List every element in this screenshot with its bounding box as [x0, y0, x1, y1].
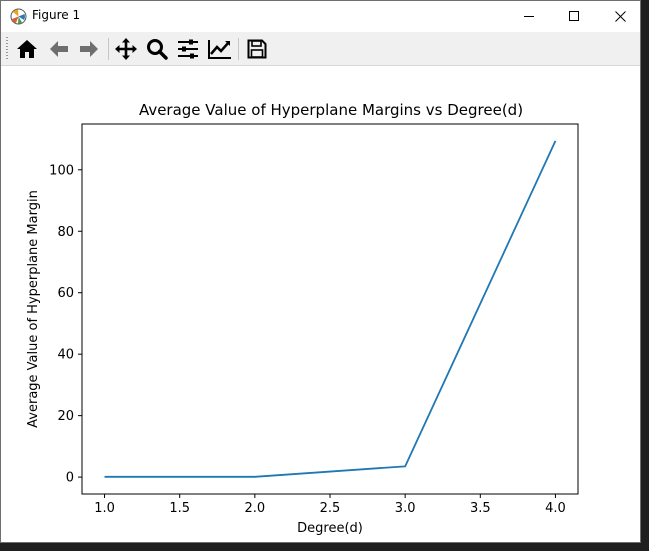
x-axis-label: Degree(d): [297, 521, 363, 536]
matplotlib-logo-icon: [10, 8, 27, 25]
navigation-toolbar: [1, 32, 640, 66]
x-tick-label: 1.5: [169, 501, 190, 516]
figure-canvas[interactable]: Average Value of Hyperplane Margins vs D…: [1, 66, 640, 542]
window-title: Figure 1: [32, 8, 81, 22]
close-icon: [614, 11, 626, 22]
figure-window: Figure 1: [0, 0, 641, 543]
y-tick-label: 100: [49, 163, 74, 178]
pan-icon: [115, 38, 137, 60]
x-tick-label: 3.5: [470, 501, 491, 516]
plot-area[interactable]: [81, 123, 579, 495]
toolbar-grip[interactable]: [6, 37, 8, 61]
save-button[interactable]: [243, 36, 271, 62]
configure-subplots-icon: [178, 39, 198, 59]
x-tick-label: 2.0: [245, 501, 266, 516]
back-arrow-icon: [50, 41, 68, 57]
minimize-button[interactable]: [506, 1, 552, 32]
home-button[interactable]: [13, 36, 41, 62]
y-tick-label: 60: [57, 286, 74, 301]
y-axis: 0 20 40 60 80 100: [49, 163, 82, 486]
save-icon: [247, 39, 267, 59]
y-tick-label: 80: [57, 225, 74, 240]
title-bar[interactable]: Figure 1: [1, 1, 640, 32]
x-tick-label: 4.0: [545, 501, 566, 516]
series-line: [104, 140, 557, 478]
zoom-button[interactable]: [143, 36, 171, 62]
toolbar-separator: [238, 38, 239, 60]
x-axis: 1.0 1.5 2.0 2.5 3.0 3.5 4.0: [94, 494, 566, 516]
minimize-icon: [523, 16, 534, 17]
toolbar-separator: [108, 38, 109, 60]
y-tick-label: 0: [66, 471, 74, 486]
back-button[interactable]: [45, 36, 73, 62]
data-series: [104, 140, 557, 478]
pan-button[interactable]: [112, 36, 140, 62]
y-tick-label: 20: [57, 409, 74, 424]
edit-axis-icon: [208, 40, 231, 59]
forward-button[interactable]: [75, 36, 103, 62]
x-tick-label: 2.5: [320, 501, 341, 516]
y-tick-label: 40: [57, 348, 74, 363]
y-axis-label: Average Value of Hyperplane Margin: [26, 190, 41, 428]
home-icon: [17, 40, 37, 58]
close-button[interactable]: [597, 1, 643, 32]
x-tick-label: 1.0: [94, 501, 115, 516]
forward-arrow-icon: [80, 41, 98, 57]
maximize-icon: [568, 11, 579, 21]
zoom-icon: [147, 39, 168, 60]
configure-subplots-button[interactable]: [174, 36, 202, 62]
maximize-button[interactable]: [551, 1, 597, 32]
edit-axis-button[interactable]: [206, 36, 234, 62]
chart-title: Average Value of Hyperplane Margins vs D…: [139, 101, 523, 119]
x-tick-label: 3.0: [395, 501, 416, 516]
